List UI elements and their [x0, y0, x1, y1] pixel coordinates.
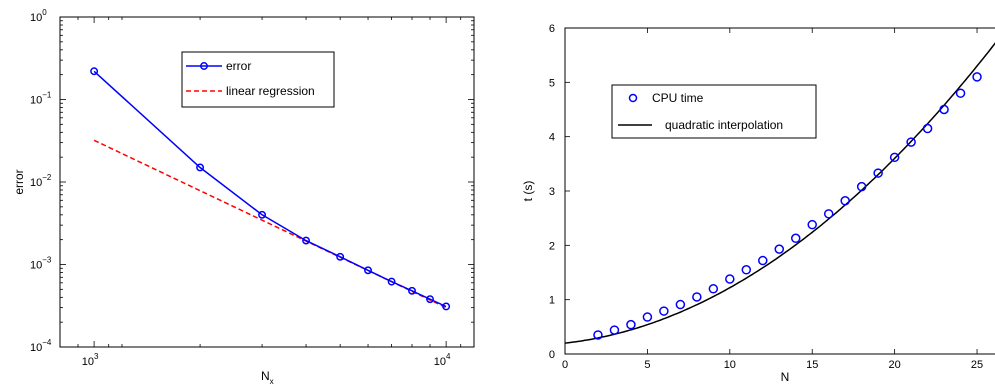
left-legend: error linear regression — [181, 51, 335, 108]
cpu-time-point — [889, 152, 900, 163]
left-y-tick-label: 10−1 — [30, 91, 52, 107]
left-y-axis-label: error — [12, 169, 26, 194]
right-x-tick-label: 20 — [889, 359, 901, 371]
cpu-time-point — [708, 284, 719, 294]
left-legend-box — [181, 51, 335, 108]
error-point — [90, 67, 99, 76]
cpu-time-point — [856, 181, 867, 192]
cpu-time-point — [774, 244, 785, 254]
error-point — [258, 210, 267, 219]
right-x-tick-label: 10 — [724, 359, 736, 371]
legend-error-marker — [200, 62, 208, 70]
right-legend-box — [611, 84, 817, 139]
left-y-tick-label: 100 — [30, 8, 47, 24]
error-point — [408, 286, 416, 295]
legend-quadratic-label: quadratic interpolation — [665, 118, 783, 132]
cpu-time-point — [626, 319, 636, 330]
cpu-time-point — [955, 88, 966, 98]
right-y-tick-label: 2 — [549, 240, 555, 252]
right-x-tick-label: 0 — [562, 359, 568, 371]
error-point — [426, 295, 434, 304]
error-point — [364, 266, 372, 275]
cpu-time-point — [790, 233, 801, 244]
left-x-axis-label: Nx — [261, 369, 274, 386]
left-y-tick-label: 10−2 — [30, 173, 52, 189]
cpu-time-point — [823, 209, 834, 219]
left-y-tick-label: 10−4 — [30, 338, 52, 354]
right-x-tick-label: 15 — [806, 359, 818, 371]
left-x-tick-label: 103 — [82, 352, 99, 368]
error-point — [196, 163, 205, 172]
cpu-time-point — [659, 306, 669, 316]
legend-cpu-marker — [628, 93, 638, 103]
legend-regression-label: linear regression — [226, 84, 315, 98]
cpu-time-point — [593, 330, 603, 340]
cpu-time-point — [758, 255, 768, 266]
left-x-tick-label: 104 — [434, 352, 451, 368]
error-point — [442, 302, 451, 311]
right-ticks: 0 5 10 15 20 25 0 1 2 3 4 5 6 — [549, 23, 983, 371]
right-y-axis-label: t (s) — [521, 181, 535, 202]
right-legend: CPU time quadratic interpolation — [611, 84, 817, 139]
right-y-tick-label: 3 — [549, 186, 555, 198]
right-y-tick-label: 5 — [549, 77, 555, 89]
cpu-time-point — [906, 137, 916, 147]
left-ticks: 103 104 10−4 10−3 10−2 10−1 100 — [30, 8, 475, 368]
quadratic-curve — [565, 42, 995, 344]
cpu-time-point — [922, 123, 933, 134]
legend-cpu-label: CPU time — [652, 91, 704, 105]
right-series — [565, 42, 995, 344]
cpu-time-point — [939, 104, 949, 115]
cpu-time-point — [807, 219, 817, 230]
right-plot: 0 5 10 15 20 25 0 1 2 3 4 5 6 t (s) N CPU time quadr… — [521, 23, 995, 384]
cpu-time-point — [873, 168, 883, 178]
error-point — [336, 252, 345, 261]
cpu-time-point — [692, 292, 702, 302]
cpu-time-point — [741, 265, 752, 275]
right-x-tick-label: 25 — [971, 359, 983, 371]
left-y-tick-label: 10−3 — [30, 256, 52, 272]
right-plot-frame — [564, 27, 995, 355]
right-y-tick-label: 1 — [549, 295, 555, 307]
legend-error-label: error — [226, 59, 251, 73]
left-plot: 103 104 10−4 10−3 10−2 10−1 100 error Nx error… — [12, 8, 475, 386]
left-series — [90, 67, 451, 311]
right-x-tick-label: 5 — [644, 359, 650, 371]
cpu-time-point — [840, 196, 850, 206]
cpu-time-point — [609, 325, 620, 335]
right-x-axis-label: N — [781, 370, 790, 384]
right-y-tick-label: 4 — [549, 132, 555, 144]
cpu-time-point — [675, 299, 686, 310]
error-line — [93, 70, 447, 308]
right-y-tick-label: 6 — [549, 23, 555, 35]
error-point — [387, 277, 396, 286]
right-y-tick-label: 0 — [549, 349, 555, 361]
error-point — [302, 236, 310, 245]
cpu-time-point — [725, 274, 735, 284]
cpu-time-point — [642, 312, 653, 322]
cpu-time-point — [972, 72, 982, 82]
